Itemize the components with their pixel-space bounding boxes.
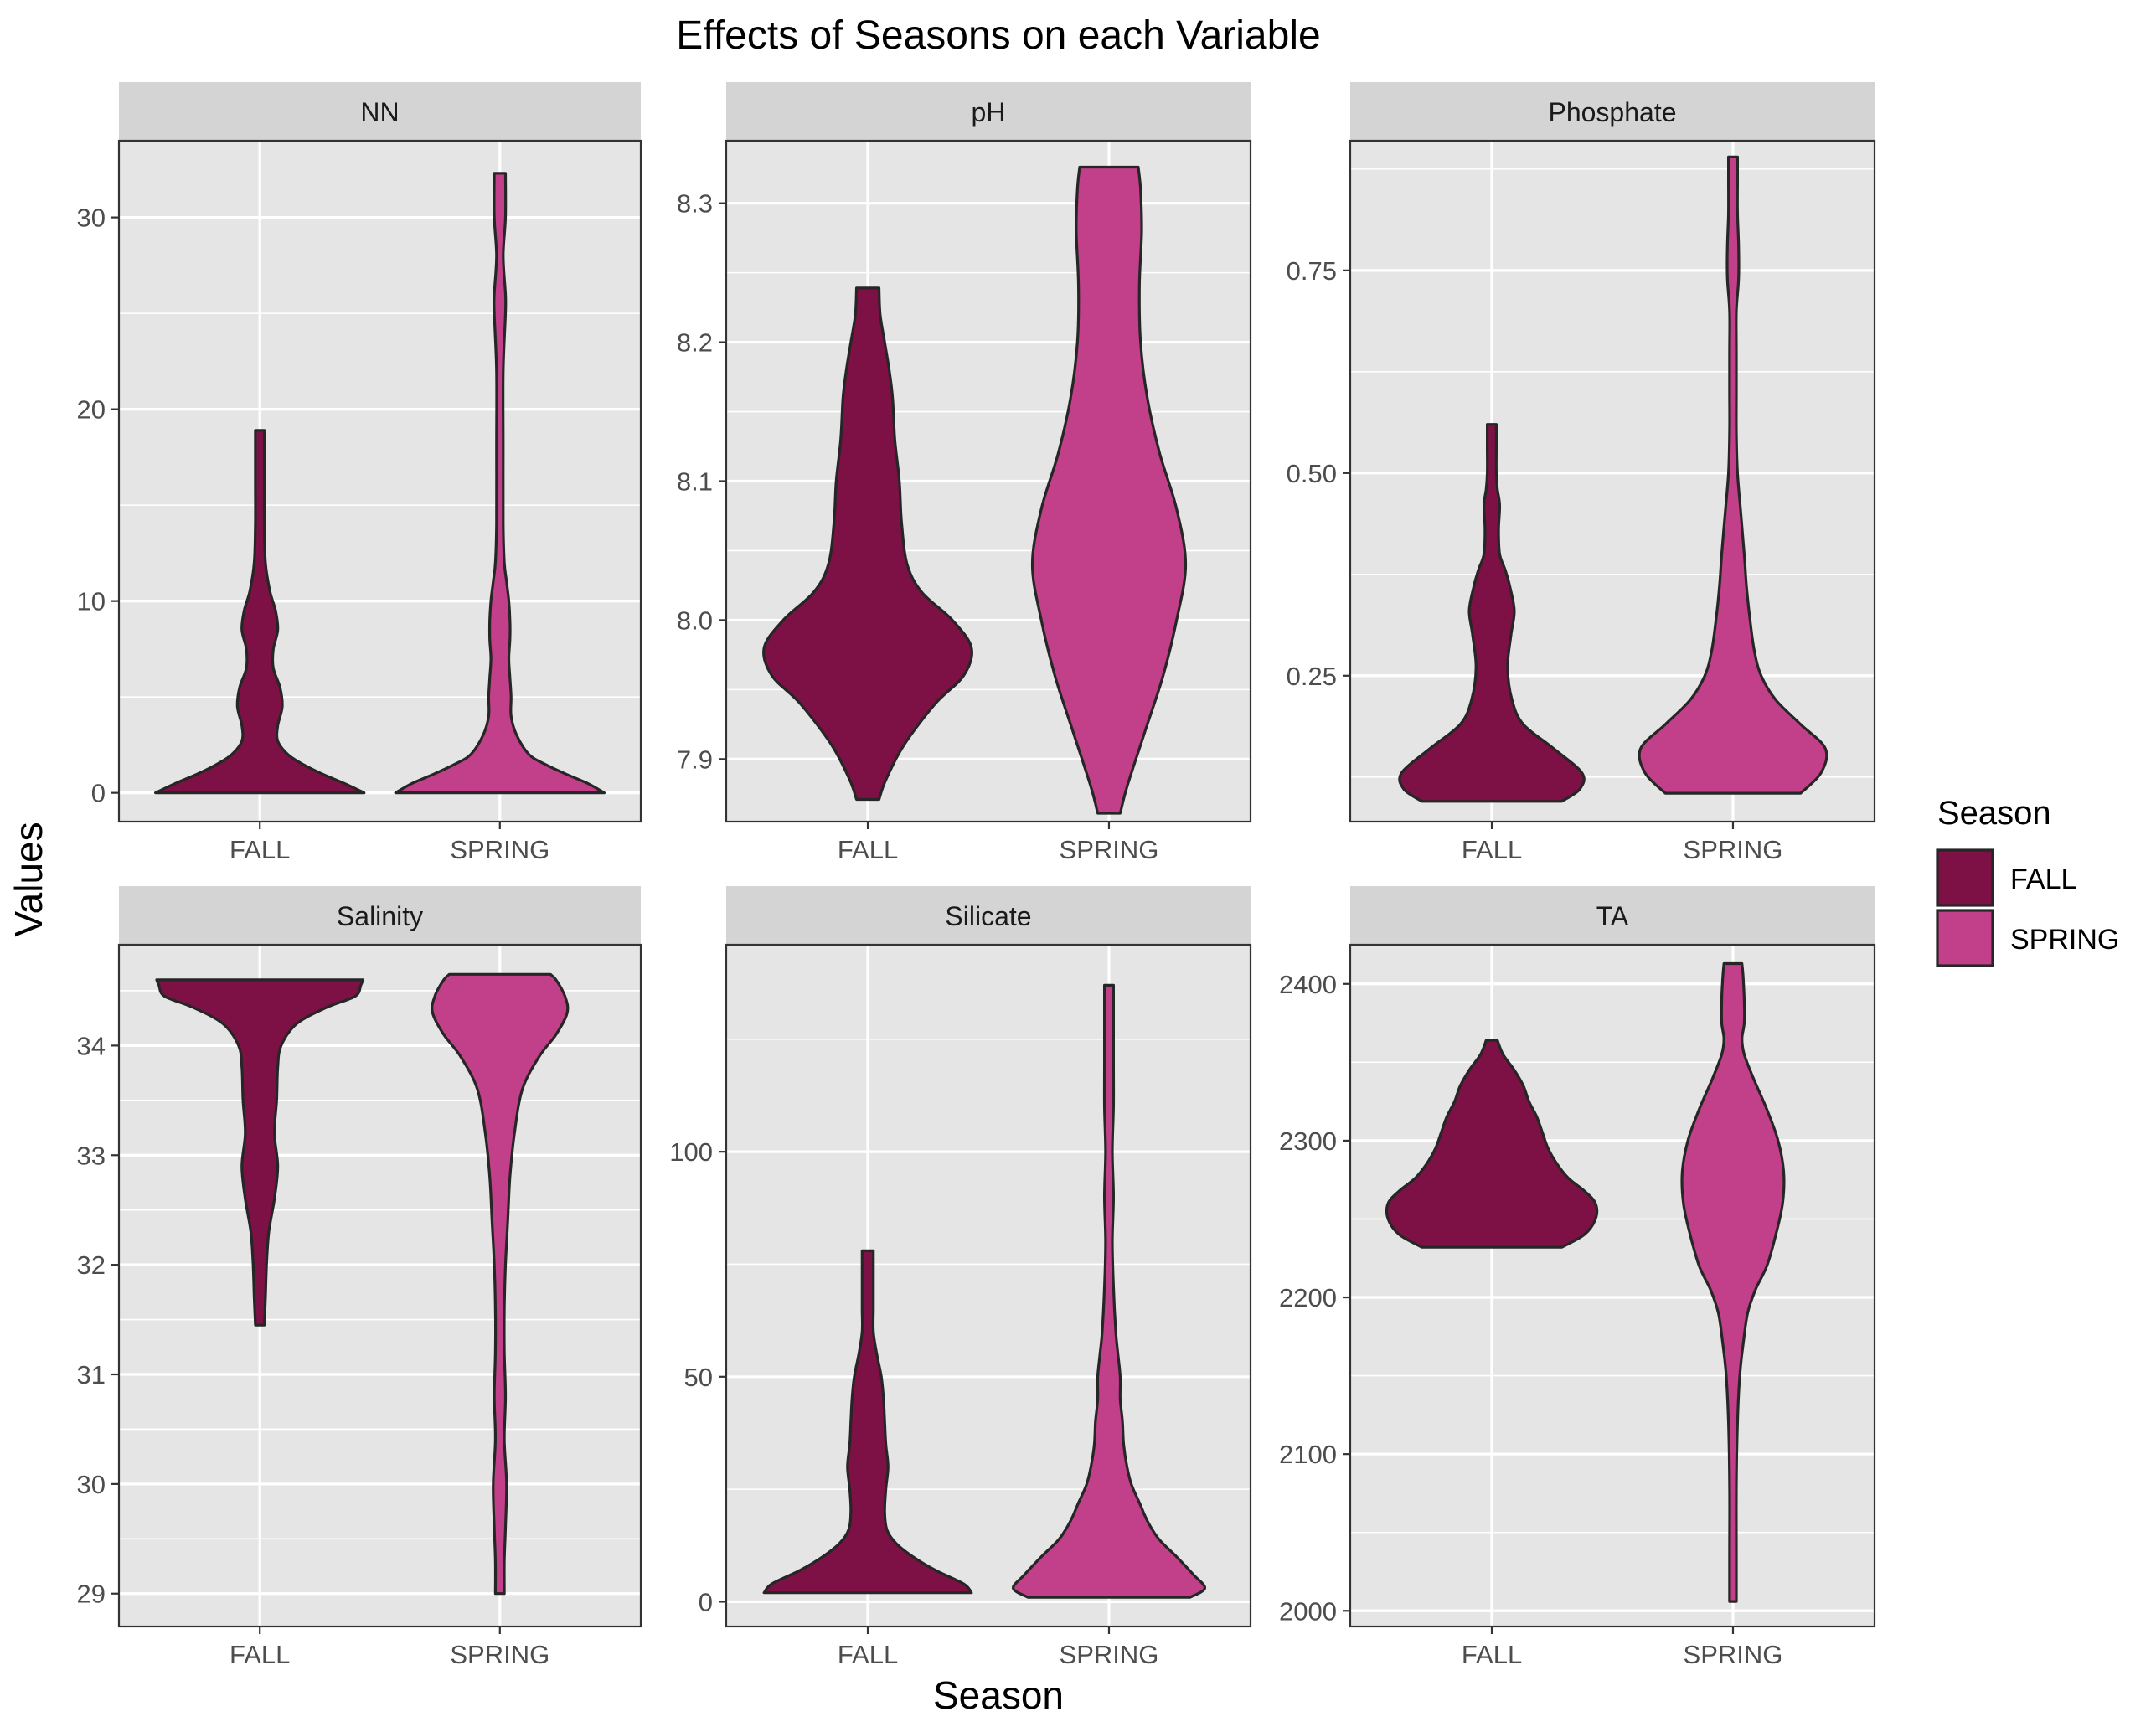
y-tick-label: 0.50 [1287, 459, 1337, 488]
violin-silicate-fall [762, 1249, 973, 1595]
y-tick-label: 8.1 [677, 467, 713, 497]
facet-panels: NN 0 10 20 30 FALL SPRING pH 7.9 8.0 8.1 8.2 8.3 FALL… [77, 82, 1876, 1669]
legend-label-spring: SPRING [2010, 924, 2119, 956]
violin-ta-fall [1385, 1039, 1599, 1249]
facet-strip [726, 886, 1251, 945]
plot-background [1350, 945, 1875, 1626]
panel-ph: pH 7.9 8.0 8.1 8.2 8.3 FALL SPRING [677, 82, 1252, 864]
x-tick-label: SPRING [1060, 835, 1159, 864]
x-tick-label: FALL [1462, 835, 1522, 864]
y-tick-label: 2100 [1279, 1440, 1337, 1469]
facet-strip [119, 82, 641, 141]
x-tick-label: FALL [838, 835, 898, 864]
legend-items: FALL SPRING [1936, 848, 2119, 967]
panel-border [725, 943, 1252, 1628]
violin-ph-spring [1030, 165, 1188, 815]
violin-nn-spring [394, 172, 606, 795]
y-tick-label: 33 [77, 1141, 106, 1170]
y-tick-label: 2000 [1279, 1596, 1337, 1626]
violin-nn-fall [154, 429, 366, 795]
facet-title: Phosphate [1548, 97, 1676, 127]
panel-silicate: Silicate 0 50 100 FALL SPRING [669, 886, 1252, 1669]
y-tick-label: 31 [77, 1360, 106, 1389]
chart-title: Effects of Seasons on each Variable [676, 13, 1320, 58]
y-tick-label: 100 [669, 1137, 713, 1167]
facet-title: Salinity [337, 901, 423, 931]
y-tick-label: 2300 [1279, 1126, 1337, 1156]
legend-key-fall [1936, 848, 1994, 907]
panel-nn: NN 0 10 20 30 FALL SPRING [77, 82, 642, 864]
facet-title: TA [1596, 901, 1629, 931]
x-tick-label: SPRING [450, 1640, 549, 1669]
y-tick-label: 8.2 [677, 328, 713, 358]
y-tick-label: 20 [77, 395, 106, 425]
y-tick-label: 0.75 [1287, 256, 1337, 286]
legend: Season FALL SPRING [1936, 795, 2119, 967]
violin-ta-spring [1680, 961, 1786, 1603]
panel-phosphate: Phosphate 0.25 0.50 0.75 FALL SPRING [1287, 82, 1876, 864]
violin-salinity-fall [155, 978, 364, 1327]
y-tick-label: 30 [77, 204, 106, 233]
facet-title: pH [972, 97, 1006, 127]
panel-border [117, 943, 642, 1628]
x-tick-label: FALL [230, 835, 290, 864]
legend-title: Season [1937, 795, 2051, 832]
x-tick-label: SPRING [1684, 1640, 1783, 1669]
legend-label-fall: FALL [2010, 864, 2076, 895]
facet-strip [1350, 886, 1875, 945]
y-tick-label: 2400 [1279, 970, 1337, 999]
plot-background [726, 945, 1251, 1626]
y-tick-label: 0 [699, 1587, 713, 1616]
x-tick-label: FALL [230, 1640, 290, 1669]
facet-title: Silicate [945, 901, 1031, 931]
plot-background [119, 945, 641, 1626]
y-tick-label: 7.9 [677, 745, 713, 774]
y-tick-label: 8.3 [677, 189, 713, 219]
panel-border [117, 139, 642, 823]
y-tick-label: 29 [77, 1580, 106, 1609]
panel-border [1349, 139, 1876, 823]
y-tick-label: 2200 [1279, 1283, 1337, 1312]
violin-silicate-spring [1012, 983, 1206, 1599]
plot-background [119, 141, 641, 822]
panel-salinity: Salinity 29 30 31 32 33 34 FALL SPRING [77, 886, 642, 1669]
facet-strip [119, 886, 641, 945]
y-tick-label: 50 [684, 1363, 713, 1392]
facet-strip [726, 82, 1251, 141]
y-axis-label: Values [7, 822, 50, 936]
violin-salinity-spring [431, 972, 570, 1596]
violin-ph-fall [762, 286, 973, 802]
y-tick-label: 10 [77, 587, 106, 616]
y-tick-label: 0 [91, 779, 106, 808]
x-tick-label: SPRING [1684, 835, 1783, 864]
facet-title: NN [360, 97, 399, 127]
x-tick-label: SPRING [450, 835, 549, 864]
facet-strip [1350, 82, 1875, 141]
y-tick-label: 32 [77, 1250, 106, 1280]
violin-phosphate-fall [1398, 423, 1586, 803]
plot-background [1350, 141, 1875, 822]
panel-ta: TA 2000 2100 2200 2300 2400 FALL SPRING [1279, 886, 1876, 1669]
y-tick-label: 8.0 [677, 606, 713, 635]
y-tick-label: 34 [77, 1031, 106, 1060]
violin-phosphate-spring [1638, 155, 1828, 795]
y-tick-label: 30 [77, 1470, 106, 1499]
x-tick-label: SPRING [1060, 1640, 1159, 1669]
x-tick-label: FALL [1462, 1640, 1522, 1669]
x-axis-label: Season [933, 1673, 1064, 1717]
panel-border [1349, 943, 1876, 1628]
y-tick-label: 0.25 [1287, 662, 1337, 691]
legend-key-spring [1936, 909, 1994, 967]
x-tick-label: FALL [838, 1640, 898, 1669]
